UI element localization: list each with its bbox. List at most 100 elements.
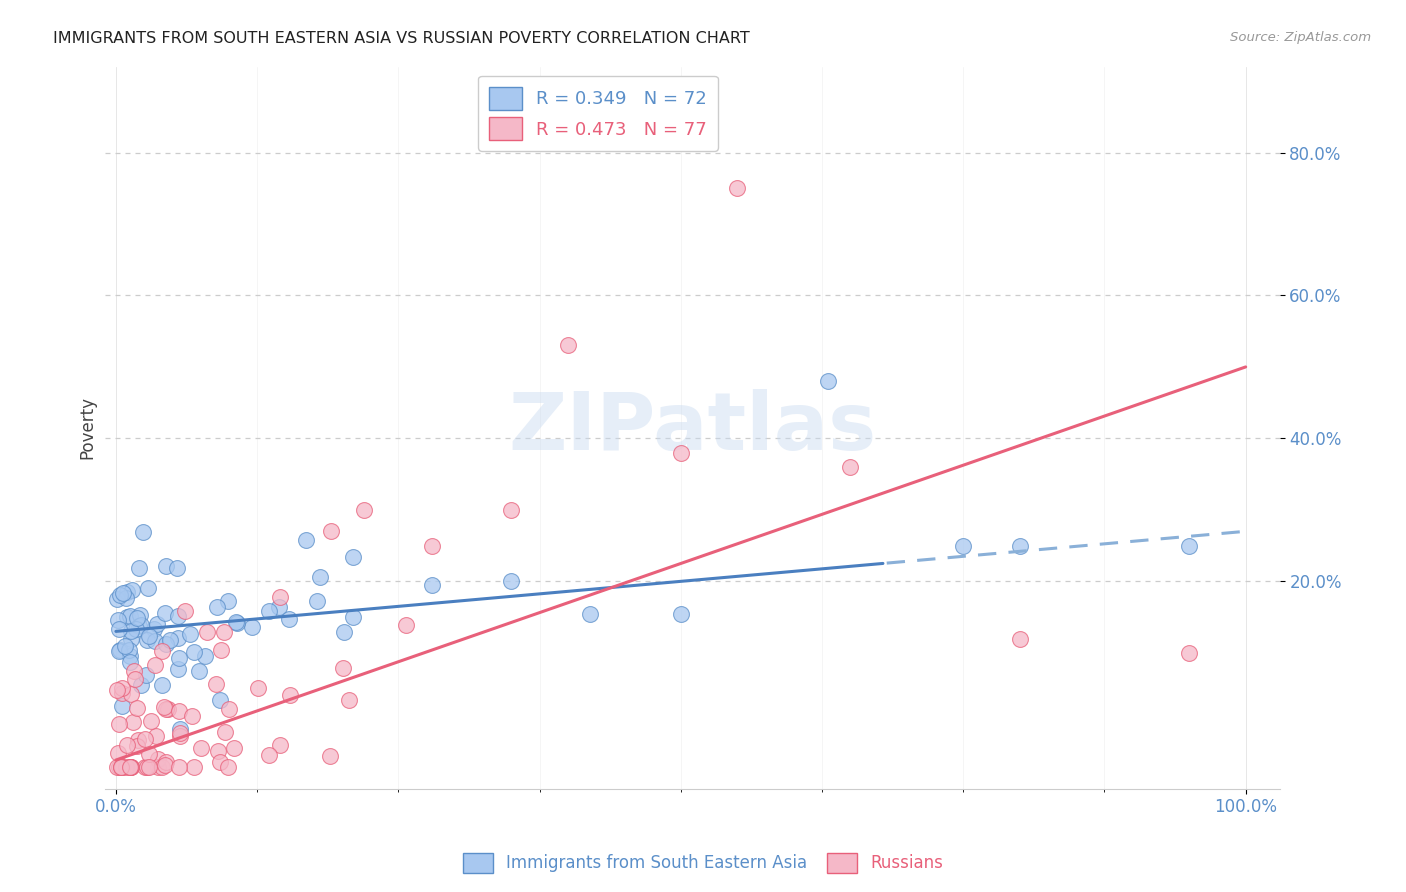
Point [209, 643, 232, 657]
Point [118, 655, 141, 669]
Point [240, 619, 263, 633]
Point [319, 748, 342, 763]
Point [115, 591, 138, 606]
Point [114, 639, 136, 653]
Point [319, 524, 342, 539]
Point [127, 701, 149, 715]
Point [420, 539, 443, 553]
Point [342, 549, 364, 564]
Point [218, 702, 240, 716]
Point [107, 716, 129, 731]
Point [295, 533, 318, 548]
Point [183, 760, 205, 774]
Point [125, 623, 148, 637]
Point [129, 678, 152, 692]
Point [129, 607, 152, 622]
Point [153, 700, 176, 714]
Text: IMMIGRANTS FROM SOUTH EASTERN ASIA VS RUSSIAN POVERTY CORRELATION CHART: IMMIGRANTS FROM SOUTH EASTERN ASIA VS RU… [53, 31, 751, 46]
Point [194, 649, 217, 664]
Point [110, 760, 132, 774]
Point [120, 760, 142, 774]
Point [195, 625, 218, 640]
Point [121, 715, 143, 730]
Point [155, 758, 177, 772]
Point [127, 739, 149, 753]
Point [139, 714, 162, 729]
Point [269, 590, 291, 604]
Point [167, 760, 190, 774]
Point [105, 682, 128, 697]
Point [353, 503, 375, 517]
Point [111, 760, 134, 774]
Point [150, 678, 173, 692]
Point [209, 755, 232, 769]
Point [226, 616, 249, 631]
Point [146, 617, 169, 632]
Point [108, 622, 131, 636]
Text: Source: ZipAtlas.com: Source: ZipAtlas.com [1230, 31, 1371, 45]
Point [111, 686, 134, 700]
Point [111, 681, 134, 696]
Point [111, 585, 134, 599]
Point [134, 760, 156, 774]
Point [169, 722, 191, 736]
Point [669, 607, 692, 621]
Point [159, 633, 181, 648]
Point [259, 748, 281, 763]
Point [155, 702, 177, 716]
Point [342, 609, 364, 624]
Point [155, 636, 177, 650]
Legend: R = 0.349   N = 72, R = 0.473   N = 77: R = 0.349 N = 72, R = 0.473 N = 77 [478, 76, 718, 151]
Point [117, 610, 139, 624]
Point [169, 704, 191, 718]
Point [205, 676, 228, 690]
Point [420, 578, 443, 592]
Point [108, 760, 131, 774]
Y-axis label: Poverty: Poverty [79, 396, 96, 459]
Point [166, 631, 188, 645]
Point [217, 594, 239, 608]
Point [188, 664, 211, 678]
Point [114, 760, 136, 774]
Point [269, 738, 291, 752]
Point [169, 730, 191, 744]
Point [150, 760, 173, 774]
Point [135, 633, 157, 648]
Point [107, 746, 129, 760]
Point [307, 593, 329, 607]
Point [166, 561, 188, 575]
Point [183, 645, 205, 659]
Point [309, 570, 332, 584]
Point [117, 739, 139, 753]
Point [138, 760, 160, 774]
Point [1008, 632, 1031, 646]
Point [120, 624, 142, 639]
Point [118, 648, 141, 663]
Point [117, 585, 139, 599]
Point [224, 740, 246, 755]
Point [166, 608, 188, 623]
Point [174, 604, 197, 618]
Point [143, 623, 166, 637]
Point [143, 658, 166, 673]
Point [110, 760, 132, 774]
Point [143, 633, 166, 648]
Point [257, 604, 280, 618]
Point [579, 607, 602, 621]
Point [127, 733, 149, 747]
Point [725, 181, 748, 195]
Point [146, 760, 169, 774]
Point [501, 503, 523, 517]
Point [121, 583, 143, 598]
Point [153, 606, 176, 620]
Point [169, 650, 191, 665]
Point [124, 673, 146, 687]
Text: ZIPatlas: ZIPatlas [508, 389, 876, 467]
Point [105, 592, 128, 607]
Point [207, 744, 229, 758]
Point [209, 693, 232, 707]
Point [127, 610, 149, 624]
Point [1178, 539, 1201, 553]
Point [120, 760, 142, 774]
Point [128, 561, 150, 575]
